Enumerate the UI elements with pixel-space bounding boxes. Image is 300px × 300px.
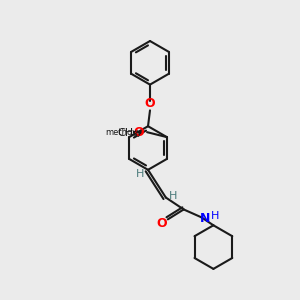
- Text: H: H: [169, 190, 177, 201]
- Text: methoxy: methoxy: [105, 128, 142, 137]
- Text: N: N: [200, 212, 211, 225]
- Text: O: O: [157, 217, 167, 230]
- Text: H: H: [136, 169, 144, 179]
- Text: O: O: [134, 126, 145, 139]
- Text: CH₃: CH₃: [117, 128, 138, 138]
- Text: H: H: [211, 212, 220, 221]
- Text: O: O: [145, 97, 155, 110]
